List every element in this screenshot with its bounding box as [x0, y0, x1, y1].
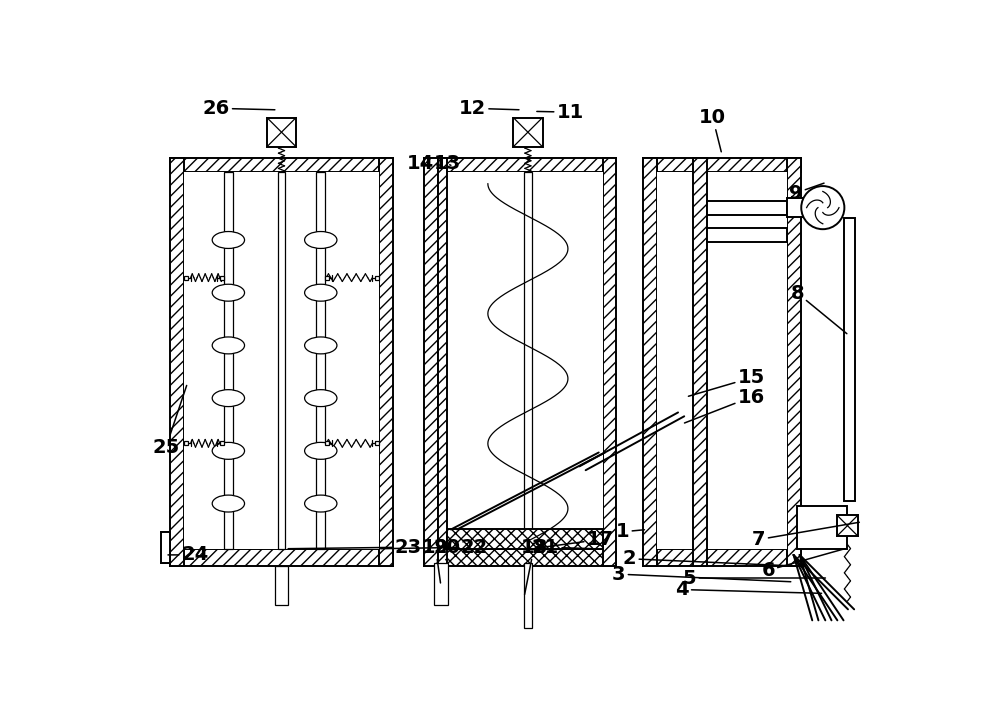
Text: 9: 9 — [789, 183, 824, 202]
Ellipse shape — [305, 390, 337, 407]
Bar — [161, 532, 170, 562]
Text: 7: 7 — [752, 523, 859, 549]
Bar — [375, 275, 379, 280]
Bar — [797, 506, 847, 549]
Text: 23: 23 — [288, 537, 422, 557]
Ellipse shape — [212, 231, 245, 248]
Bar — [837, 515, 858, 537]
Bar — [424, 549, 616, 567]
Bar — [513, 118, 543, 147]
Bar — [220, 275, 224, 280]
Bar — [787, 198, 824, 217]
Bar — [707, 201, 787, 214]
Bar — [424, 158, 616, 173]
Text: 1: 1 — [616, 523, 644, 541]
Ellipse shape — [305, 231, 337, 248]
Bar — [844, 219, 855, 501]
Bar — [707, 228, 787, 241]
Text: 11: 11 — [537, 103, 584, 121]
Bar — [438, 173, 603, 549]
Text: 17: 17 — [535, 530, 614, 549]
Ellipse shape — [305, 337, 337, 354]
Bar — [643, 158, 657, 567]
Text: 26: 26 — [202, 99, 275, 118]
Bar — [424, 158, 438, 567]
Bar — [184, 173, 379, 549]
Text: 10: 10 — [699, 108, 726, 152]
Circle shape — [801, 186, 844, 229]
Text: 22: 22 — [381, 537, 488, 557]
Text: 18: 18 — [520, 537, 548, 594]
Text: 2: 2 — [623, 550, 802, 568]
Bar — [267, 118, 296, 147]
Bar — [524, 562, 532, 628]
Ellipse shape — [305, 495, 337, 512]
Bar — [170, 158, 184, 567]
Bar — [524, 173, 532, 549]
Ellipse shape — [212, 442, 245, 459]
Text: 16: 16 — [684, 388, 765, 423]
Ellipse shape — [212, 284, 245, 301]
Text: 25: 25 — [152, 386, 187, 457]
Text: 14: 14 — [406, 154, 440, 173]
Text: 3: 3 — [612, 564, 791, 584]
Text: 15: 15 — [688, 368, 765, 396]
Bar — [657, 173, 787, 549]
Ellipse shape — [212, 337, 245, 354]
Bar — [224, 173, 233, 549]
Bar — [447, 173, 603, 549]
Text: 21: 21 — [532, 537, 592, 557]
Bar — [170, 158, 393, 173]
Bar — [434, 562, 448, 605]
Bar — [184, 442, 188, 445]
Bar — [643, 158, 801, 173]
Bar — [447, 530, 603, 549]
Bar — [278, 173, 285, 549]
Bar — [379, 158, 393, 567]
Bar — [603, 158, 616, 567]
Bar — [787, 158, 801, 567]
Ellipse shape — [305, 284, 337, 301]
Bar — [438, 158, 447, 567]
Bar — [275, 567, 288, 605]
Text: 13: 13 — [433, 154, 461, 173]
Bar — [375, 442, 379, 445]
Bar — [170, 549, 393, 567]
Text: 20: 20 — [434, 537, 461, 559]
Bar — [693, 158, 707, 567]
Bar — [184, 275, 188, 280]
Ellipse shape — [212, 495, 245, 512]
Ellipse shape — [212, 390, 245, 407]
Bar — [325, 275, 329, 280]
Bar — [325, 442, 329, 445]
Text: 5: 5 — [683, 569, 825, 587]
Text: 19: 19 — [422, 537, 449, 583]
Text: 12: 12 — [459, 99, 519, 118]
Ellipse shape — [305, 442, 337, 459]
Bar — [316, 173, 325, 549]
Text: 8: 8 — [791, 283, 847, 334]
Text: 6: 6 — [761, 549, 845, 580]
Text: 24: 24 — [168, 545, 209, 564]
Bar — [643, 549, 801, 567]
Bar — [220, 442, 224, 445]
Text: 4: 4 — [675, 580, 822, 599]
